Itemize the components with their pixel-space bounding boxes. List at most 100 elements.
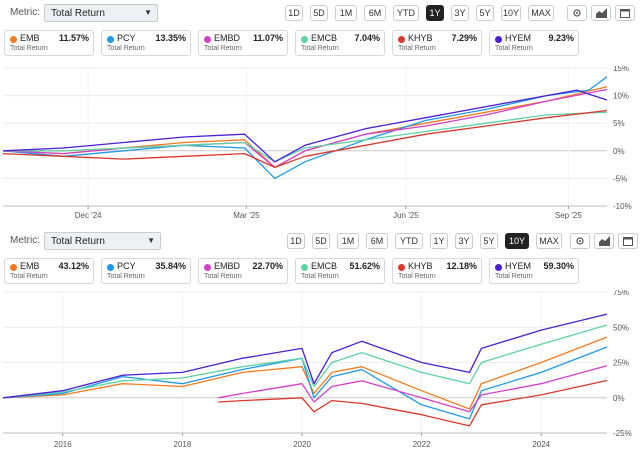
chart-panel-1y: Metric: Total Return ▼ 1D 5D 1M 6M YTD 1Y 3Y 5Y… — [0, 0, 640, 232]
series-color-dot — [495, 264, 502, 271]
series-line-emcb — [2, 324, 608, 399]
calendar-icon[interactable] — [615, 5, 635, 21]
x-tick-label: Mar '25 — [233, 211, 260, 220]
range-button-1y[interactable]: 1Y — [430, 233, 448, 249]
range-button-max[interactable]: MAX — [528, 5, 554, 21]
range-button-10y[interactable]: 10Y — [505, 233, 529, 249]
chart-panel-10y: Metric: Total Return ▼ 1D 5D 1M 6M YTD 1Y 3Y 5Y… — [0, 229, 640, 465]
legend-ticker: EMCB — [311, 33, 338, 43]
range-button-ytd[interactable]: YTD — [393, 5, 419, 21]
range-button-1d[interactable]: 1D — [285, 5, 303, 21]
legend: EMB 11.57% Total Return PCY 13.35% Total Retu… — [0, 30, 640, 58]
x-tick-label: 2016 — [54, 440, 72, 449]
range-button-ytd[interactable]: YTD — [395, 233, 423, 249]
series-line-pcy — [2, 76, 608, 180]
range-button-5y[interactable]: 5Y — [476, 5, 494, 21]
legend-item-emcb[interactable]: EMCB 51.62% Total Return — [295, 258, 385, 284]
legend-item-khyb[interactable]: KHYB 7.29% Total Return — [392, 30, 482, 56]
chevron-down-icon: ▼ — [147, 236, 155, 245]
series-line-embd — [218, 365, 608, 413]
legend-ticker: EMCB — [311, 261, 338, 271]
legend-metric: Total Return — [10, 273, 48, 280]
x-tick-label: 2024 — [532, 440, 550, 449]
legend-item-pcy[interactable]: PCY 13.35% Total Return — [101, 30, 191, 56]
range-button-1d[interactable]: 1D — [287, 233, 305, 249]
metric-select[interactable]: Total Return ▼ — [44, 232, 161, 250]
legend-value: 9.23% — [548, 33, 574, 43]
series-color-dot — [107, 36, 114, 43]
series-color-dot — [398, 264, 405, 271]
range-button-1m[interactable]: 1M — [335, 5, 357, 21]
legend-item-hyem[interactable]: HYEM 59.30% Total Return — [489, 258, 579, 284]
legend-metric: Total Return — [107, 45, 145, 52]
legend-item-emb[interactable]: EMB 11.57% Total Return — [4, 30, 94, 56]
range-button-10y[interactable]: 10Y — [501, 5, 521, 21]
legend-item-khyb[interactable]: KHYB 12.18% Total Return — [392, 258, 482, 284]
legend-item-embd[interactable]: EMBD 22.70% Total Return — [198, 258, 288, 284]
series-line-emcb — [3, 111, 608, 163]
range-button-5d[interactable]: 5D — [312, 233, 330, 249]
chevron-down-icon: ▼ — [144, 8, 152, 17]
y-tick-label: -25% — [613, 429, 632, 438]
range-button-max[interactable]: MAX — [536, 233, 562, 249]
legend-value: 22.70% — [252, 261, 283, 271]
legend-ticker: KHYB — [408, 33, 433, 43]
series-line-pcy — [2, 346, 608, 420]
legend-item-pcy[interactable]: PCY 35.84% Total Return — [101, 258, 191, 284]
series-color-dot — [301, 264, 308, 271]
chart-controls: Metric: Total Return ▼ 1D 5D 1M 6M YTD 1Y 3Y 5Y… — [0, 230, 640, 254]
y-tick-label: 0% — [613, 147, 625, 156]
y-tick-label: 25% — [613, 359, 629, 368]
settings-gear-icon[interactable] — [567, 5, 587, 21]
settings-gear-icon[interactable] — [570, 233, 590, 249]
legend-item-emb[interactable]: EMB 43.12% Total Return — [4, 258, 94, 284]
legend-value: 13.35% — [155, 33, 186, 43]
series-color-dot — [10, 264, 17, 271]
legend-ticker: EMB — [20, 261, 40, 271]
range-button-3y[interactable]: 3Y — [455, 233, 473, 249]
legend-item-hyem[interactable]: HYEM 9.23% Total Return — [489, 30, 579, 56]
x-tick-label: Sep '25 — [555, 211, 582, 220]
legend-item-emcb[interactable]: EMCB 7.04% Total Return — [295, 30, 385, 56]
legend-metric: Total Return — [495, 45, 533, 52]
y-tick-label: 75% — [613, 290, 629, 297]
x-tick-label: Dec '24 — [75, 211, 102, 220]
range-button-1y[interactable]: 1Y — [426, 5, 444, 21]
legend-metric: Total Return — [10, 45, 48, 52]
calendar-icon[interactable] — [618, 233, 638, 249]
legend-ticker: EMB — [20, 33, 40, 43]
chart-type-icon[interactable] — [594, 233, 614, 249]
legend-value: 43.12% — [58, 261, 89, 271]
legend-ticker: HYEM — [505, 33, 532, 43]
range-button-5d[interactable]: 5D — [310, 5, 328, 21]
range-button-3y[interactable]: 3Y — [451, 5, 469, 21]
legend-value: 51.62% — [349, 261, 380, 271]
legend-metric: Total Return — [301, 45, 339, 52]
metric-select-value: Total Return — [51, 8, 105, 19]
range-button-1m[interactable]: 1M — [337, 233, 359, 249]
range-button-5y[interactable]: 5Y — [480, 233, 498, 249]
legend-value: 35.84% — [155, 261, 186, 271]
series-line-emb — [2, 336, 608, 410]
x-tick-label: 2022 — [413, 440, 431, 449]
x-tick-label: 2018 — [174, 440, 192, 449]
range-button-6m[interactable]: 6M — [366, 233, 388, 249]
legend: EMB 43.12% Total Return PCY 35.84% Total Retu… — [0, 258, 640, 286]
legend-metric: Total Return — [107, 273, 145, 280]
legend-metric: Total Return — [204, 45, 242, 52]
y-tick-label: 50% — [613, 323, 629, 332]
legend-ticker: EMBD — [214, 33, 241, 43]
legend-metric: Total Return — [204, 273, 242, 280]
range-button-6m[interactable]: 6M — [364, 5, 386, 21]
series-color-dot — [204, 36, 211, 43]
series-color-dot — [204, 264, 211, 271]
chart-type-icon[interactable] — [591, 5, 611, 21]
metric-select[interactable]: Total Return ▼ — [44, 4, 158, 22]
chart-controls: Metric: Total Return ▼ 1D 5D 1M 6M YTD 1Y 3Y 5Y… — [0, 2, 640, 26]
y-tick-label: 0% — [613, 394, 625, 403]
x-tick-label: 2020 — [293, 440, 311, 449]
metric-label: Metric: — [10, 235, 40, 246]
legend-value: 12.18% — [446, 261, 477, 271]
legend-item-embd[interactable]: EMBD 11.07% Total Return — [198, 30, 288, 56]
series-color-dot — [107, 264, 114, 271]
